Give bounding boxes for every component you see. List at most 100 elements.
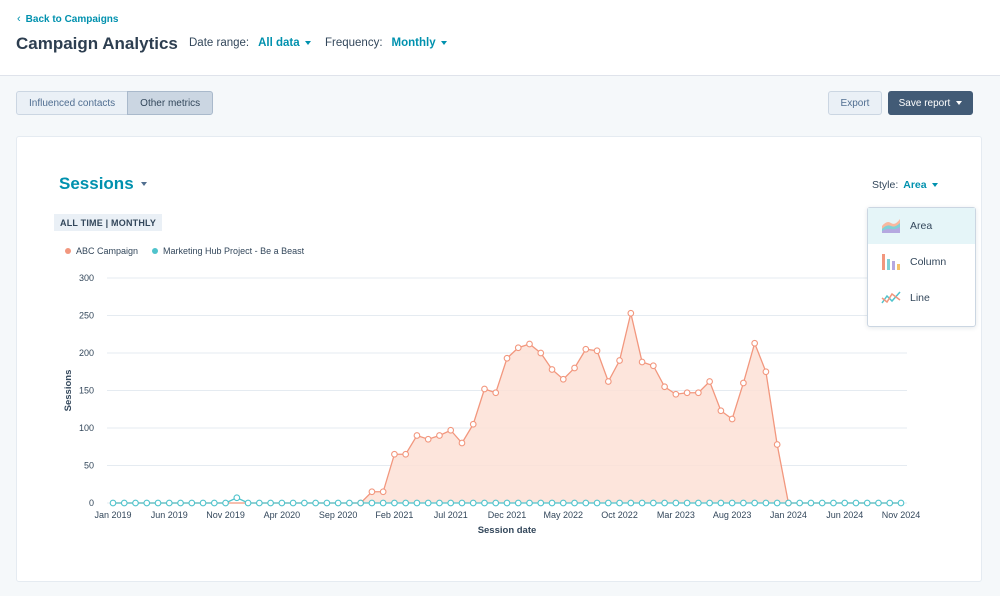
abc-campaign-point [391, 450, 398, 458]
area-chart-icon [882, 219, 900, 233]
style-dropdown[interactable]: Area [903, 179, 938, 191]
hub-series-point [301, 499, 308, 507]
style-option-area[interactable]: Area [868, 208, 975, 244]
style-label: Style: [872, 179, 899, 191]
hub-series-point [582, 499, 590, 507]
hub-series-point [413, 499, 421, 507]
abc-campaign-point [424, 435, 432, 443]
y-tick-label: 300 [79, 273, 94, 283]
hub-series-point [875, 499, 882, 507]
x-tick-label: Apr 2020 [264, 510, 301, 520]
hub-series-point [447, 499, 455, 507]
chart-legend: ABC Campaign Marketing Hub Project - Be … [65, 246, 304, 256]
y-tick-label: 200 [79, 348, 94, 358]
save-report-button[interactable]: Save report [888, 91, 973, 115]
hub-series-point [740, 499, 747, 507]
abc-campaign-point [728, 415, 736, 423]
x-tick-label: Nov 2019 [206, 510, 245, 520]
abc-campaign-point [717, 407, 725, 415]
x-tick-label: Mar 2023 [657, 510, 695, 520]
style-value: Area [903, 179, 927, 191]
back-to-campaigns-link[interactable]: ‹ Back to Campaigns [17, 13, 118, 25]
style-selector: Style: Area [872, 179, 938, 191]
hub-series-point [695, 499, 702, 507]
x-tick-label: Jun 2024 [826, 510, 863, 520]
hub-series-point [402, 499, 410, 507]
abc-campaign-point [616, 357, 623, 364]
abc-campaign-point [740, 379, 747, 387]
date-range-dropdown[interactable]: All data [258, 37, 311, 49]
hub-series-point [143, 499, 151, 507]
hub-series-point [571, 499, 578, 507]
y-axis-title: Sessions [63, 370, 74, 412]
hub-series-point [514, 499, 522, 507]
frequency-dropdown[interactable]: Monthly [392, 37, 447, 49]
hub-series-point [255, 499, 263, 507]
hub-series-point [537, 499, 545, 507]
y-tick-label: 150 [79, 386, 94, 396]
abc-campaign-point [514, 344, 522, 352]
legend-label: ABC Campaign [76, 246, 139, 256]
hub-series-point [278, 499, 286, 507]
hub-series-point [796, 499, 804, 507]
abc-campaign-point [638, 358, 646, 366]
abc-campaign-point [481, 385, 488, 393]
abc-campaign-point [526, 340, 533, 348]
line-chart-icon [881, 291, 901, 304]
metric-selector[interactable]: Sessions [59, 174, 147, 194]
caret-down-icon [931, 183, 938, 187]
x-tick-label: Jan 2024 [770, 510, 807, 520]
hub-series-point [526, 499, 533, 507]
hub-series-point [177, 499, 184, 507]
hub-series-point [886, 499, 894, 507]
hub-series-point [503, 499, 511, 507]
hub-series-point [436, 499, 443, 507]
abc-campaign-area [113, 313, 901, 503]
abc-campaign-point [649, 362, 657, 370]
save-report-label: Save report [898, 97, 951, 109]
frequency-label: Frequency: [325, 37, 383, 49]
y-tick-label: 250 [79, 311, 94, 321]
abc-campaign-point [604, 378, 612, 385]
abc-campaign-point [773, 441, 781, 448]
x-tick-label: May 2022 [544, 510, 584, 520]
hub-series-point [785, 499, 792, 507]
hub-series-point [210, 499, 218, 507]
style-option-column[interactable]: Column [868, 244, 975, 280]
style-option-line[interactable]: Line [868, 280, 975, 316]
back-link-label: Back to Campaigns [25, 13, 119, 25]
hub-series-point [830, 499, 837, 507]
caret-down-icon [304, 41, 311, 45]
hub-series-point [120, 499, 128, 507]
abc-campaign-point [695, 389, 702, 397]
x-tick-label: Aug 2023 [713, 510, 752, 520]
export-button[interactable]: Export [828, 91, 882, 115]
hub-series-point [132, 499, 139, 507]
x-axis-title: Session date [478, 525, 537, 536]
abc-campaign-point [762, 368, 770, 376]
chart-style-menu: Area Column Line [867, 207, 976, 327]
hub-series-point [188, 499, 196, 507]
tab-other-metrics[interactable]: Other metrics [127, 91, 214, 115]
hub-series-point [289, 499, 297, 507]
legend-dot [152, 248, 159, 254]
hub-series-point [222, 499, 229, 507]
abc-campaign-point [559, 375, 567, 383]
hub-series-point [357, 499, 365, 507]
abc-campaign-point [548, 366, 556, 373]
range-badge: ALL TIME | MONTHLY [54, 214, 163, 231]
caret-down-icon [140, 182, 147, 186]
hub-series-point [773, 499, 781, 507]
abc-campaign-point [627, 309, 635, 317]
legend-item-marketing-hub[interactable]: Marketing Hub Project - Be a Beast [152, 246, 304, 256]
hub-series-point [717, 499, 725, 507]
abc-campaign-point [571, 364, 578, 372]
hub-series-point [818, 499, 826, 507]
hub-series-point [683, 499, 691, 507]
caret-down-icon [440, 41, 447, 45]
abc-campaign-point [402, 450, 410, 458]
hub-series-point [672, 499, 680, 507]
x-tick-label: Dec 2021 [488, 510, 527, 520]
legend-item-abc-campaign[interactable]: ABC Campaign [65, 246, 138, 256]
